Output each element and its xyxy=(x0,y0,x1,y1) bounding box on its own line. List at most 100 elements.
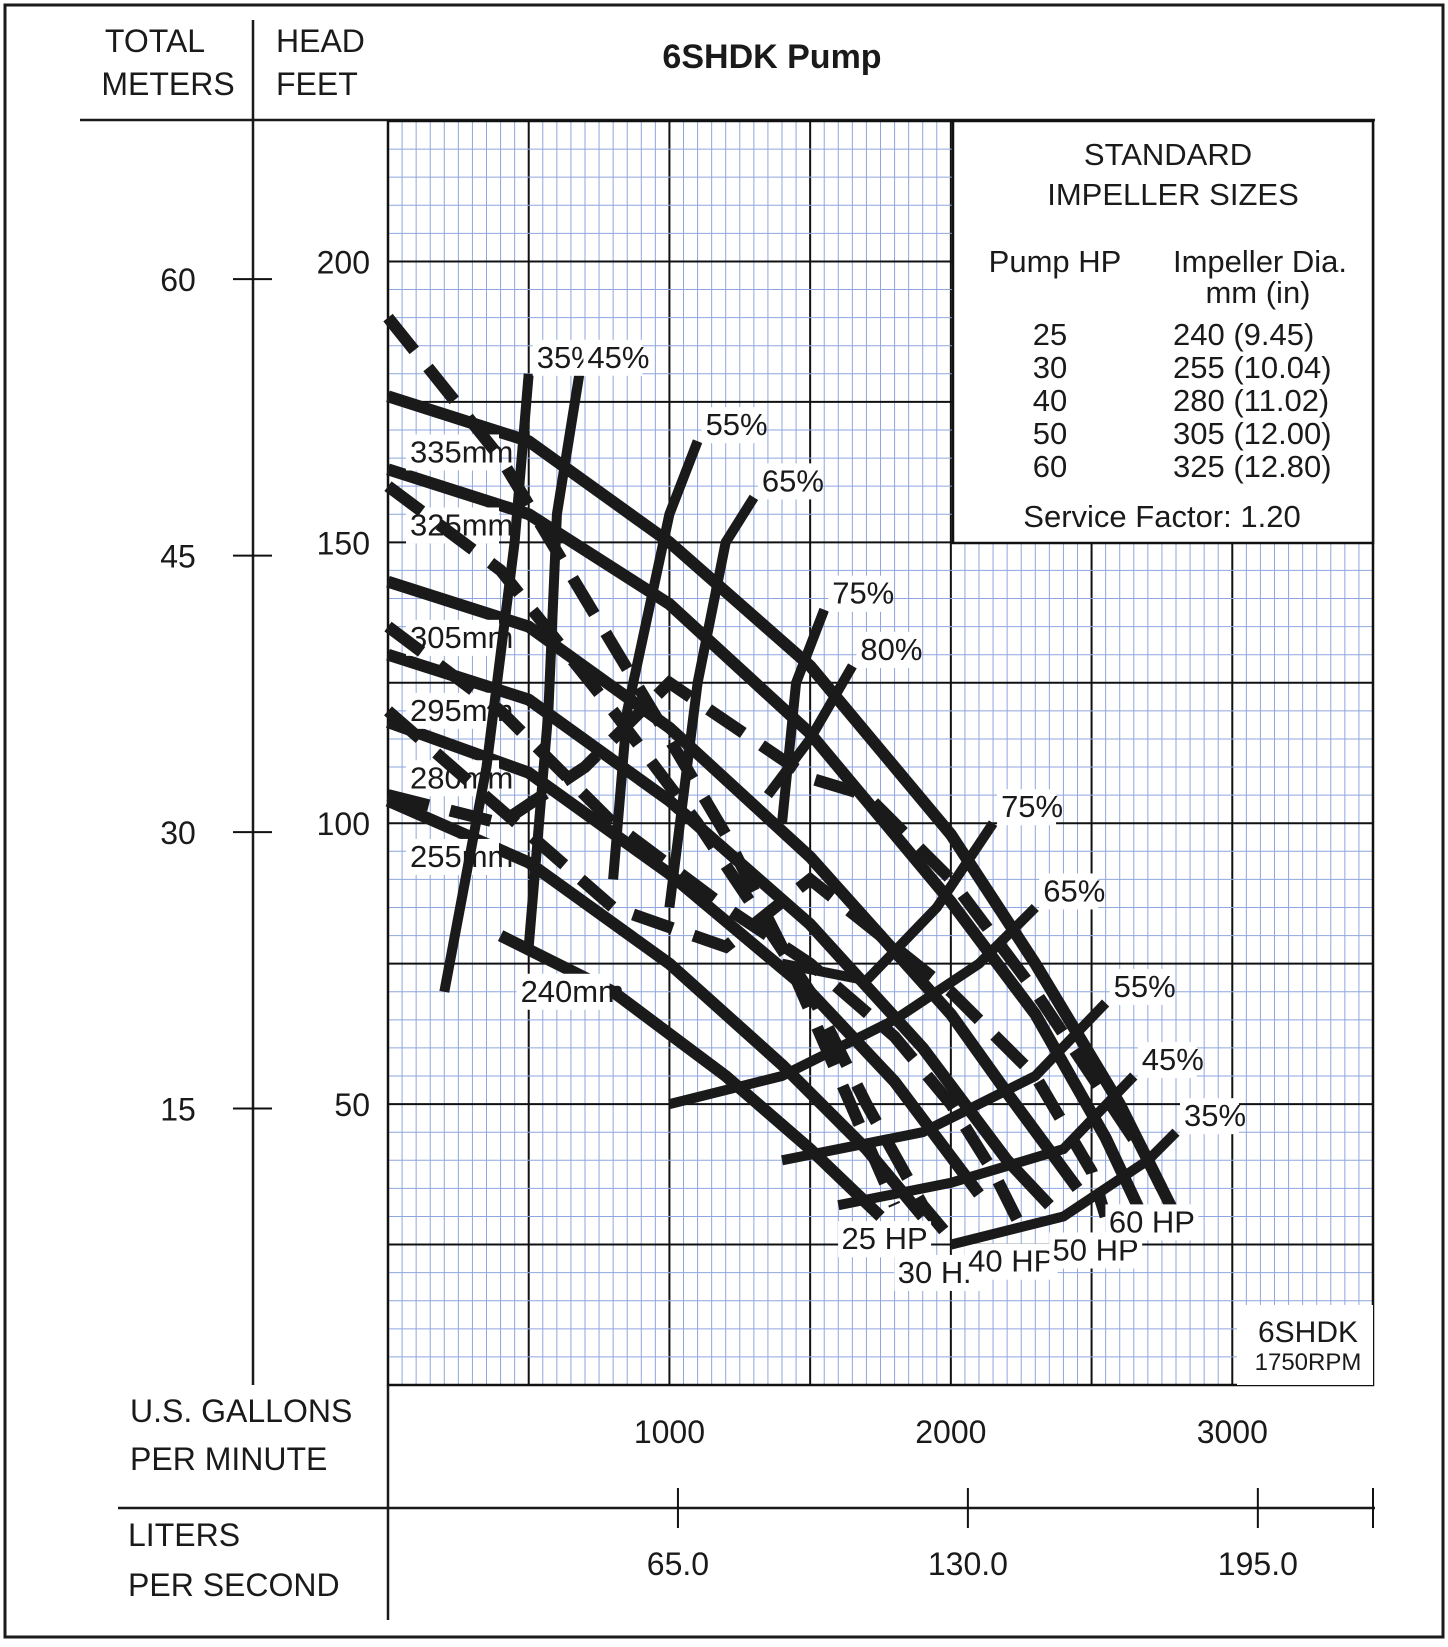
table-row-dia: 240 (9.45) xyxy=(1173,317,1314,352)
hp-60-HP-label: 60 HP xyxy=(1109,1204,1195,1239)
table-row-hp: 30 xyxy=(1033,350,1067,385)
efficiency-curve-10 xyxy=(949,1128,1180,1250)
efficiency-3-label-bg xyxy=(757,463,817,500)
meters-tick-label: 15 xyxy=(160,1092,196,1128)
service-factor: Service Factor: 1.20 xyxy=(1023,499,1300,534)
speed-label: 1750RPM xyxy=(1255,1349,1362,1376)
table-row-dia: 325 (12.80) xyxy=(1173,449,1332,484)
efficiency-curves: 35%45%55%65%75%80%75%65%55%45%35% xyxy=(439,339,1246,1250)
title: 6SHDK Pump xyxy=(662,38,881,76)
model-label-box xyxy=(1237,1305,1373,1385)
efficiency-8-label-bg xyxy=(1109,968,1169,1005)
table-title-1: STANDARD xyxy=(1084,137,1252,172)
x-axis-ticks: 1000 2000 3000 65.0 130.0 195.0 xyxy=(634,1414,1374,1582)
efficiency-4-label-bg xyxy=(828,575,888,612)
feet-axis-label-1: HEAD xyxy=(276,23,365,59)
feet-tick-label: 100 xyxy=(317,806,370,842)
impeller-255mm-label: 255mm xyxy=(410,839,513,874)
impeller-curve-335mm xyxy=(386,390,1182,1220)
hp-60-HP-label-bg xyxy=(1105,1204,1199,1241)
efficiency-2-label: 55% xyxy=(706,407,768,442)
table-row-hp: 25 xyxy=(1033,317,1067,352)
impeller-295mm-label-bg xyxy=(406,692,499,729)
table-row-dia: 305 (12.00) xyxy=(1173,416,1332,451)
plot-border xyxy=(386,119,1375,1387)
table-row-dia: 255 (10.04) xyxy=(1173,350,1332,385)
hp-curve-30-HP xyxy=(384,481,956,1243)
meters-tick-label: 60 xyxy=(160,262,196,298)
table-title-2: IMPELLER SIZES xyxy=(1047,177,1299,212)
efficiency-10-label: 35% xyxy=(1184,1098,1246,1133)
efficiency-5-label: 80% xyxy=(860,632,922,667)
efficiency-curve-2 xyxy=(608,439,703,880)
gpm-tick-label: 2000 xyxy=(915,1414,986,1450)
hp-25-HP-label: 25 HP xyxy=(841,1221,927,1256)
impeller-240mm-label: 240mm xyxy=(521,974,624,1009)
efficiency-6-label: 75% xyxy=(1001,789,1063,824)
gpm-label-2: PER MINUTE xyxy=(130,1441,327,1477)
efficiency-curve-8 xyxy=(781,999,1110,1166)
efficiency-curve-0 xyxy=(439,373,534,993)
feet-axis-label-2: FEET xyxy=(276,66,358,102)
impeller-305mm-label: 305mm xyxy=(410,620,513,655)
lps-tick-label: 195.0 xyxy=(1218,1546,1298,1582)
impeller-table-panel xyxy=(951,119,1375,545)
efficiency-curve-3 xyxy=(664,494,759,909)
table-col1-header: Pump HP xyxy=(989,244,1122,279)
lps-label-1: LITERS xyxy=(128,1517,240,1553)
efficiency-6-label-bg xyxy=(997,789,1057,826)
efficiency-8-label: 55% xyxy=(1114,969,1176,1004)
impeller-255mm-label-bg xyxy=(406,838,499,875)
meters-axis-label-1: TOTAL xyxy=(105,23,205,59)
meters-tick-label: 30 xyxy=(160,815,196,851)
hp-curve-50-HP xyxy=(384,706,1112,1219)
table-row-dia: 280 (11.02) xyxy=(1173,383,1329,418)
impeller-curve-295mm xyxy=(386,648,1054,1210)
lps-tick-label: 130.0 xyxy=(928,1546,1008,1582)
lps-label-2: PER SECOND xyxy=(128,1567,340,1603)
efficiency-3-label: 65% xyxy=(762,463,824,498)
efficiency-0-label-bg xyxy=(532,339,592,376)
gpm-label-1: U.S. GALLONS xyxy=(130,1393,352,1429)
efficiency-5-label-bg xyxy=(856,631,916,668)
impeller-curve-240mm xyxy=(497,930,885,1221)
efficiency-curve-6 xyxy=(781,820,998,986)
feet-tick-label: 50 xyxy=(334,1087,370,1123)
impeller-curve-280mm xyxy=(385,716,984,1198)
efficiency-curve-7 xyxy=(668,903,1039,1109)
meters-axis-label-2: METERS xyxy=(101,66,234,102)
efficiency-10-label-bg xyxy=(1180,1098,1239,1135)
impeller-335mm-label: 335mm xyxy=(410,434,513,469)
table-row-hp: 50 xyxy=(1033,416,1067,451)
efficiency-9-label: 45% xyxy=(1142,1042,1204,1077)
lps-tick-label: 65.0 xyxy=(647,1546,709,1582)
efficiency-4-label: 75% xyxy=(832,576,894,611)
efficiency-2-label-bg xyxy=(701,407,761,444)
gpm-tick-label: 3000 xyxy=(1197,1414,1268,1450)
efficiency-1-label: 45% xyxy=(587,340,649,375)
y-axis-ticks: 200 150 100 50 60 45 30 15 xyxy=(160,244,370,1127)
efficiency-7-label-bg xyxy=(1039,873,1099,910)
gpm-tick-label: 1000 xyxy=(634,1414,705,1450)
model-label: 6SHDK xyxy=(1258,1316,1358,1349)
meters-tick-label: 45 xyxy=(160,539,196,575)
hp-40-HP-label: 40 HP xyxy=(968,1244,1054,1279)
impeller-240mm-label-bg xyxy=(516,973,610,1010)
chart-frame xyxy=(3,3,1445,1639)
efficiency-curve-9 xyxy=(837,1072,1138,1211)
table-col2-header-2: mm (in) xyxy=(1205,275,1310,310)
efficiency-curve-5 xyxy=(763,663,857,799)
efficiency-7-label: 65% xyxy=(1043,873,1105,908)
table-row-hp: 60 xyxy=(1033,449,1067,484)
table-row-hp: 40 xyxy=(1033,383,1067,418)
efficiency-9-label-bg xyxy=(1137,1042,1197,1079)
hp-40-HP-label-bg xyxy=(964,1243,1058,1280)
impeller-table-rows: 25 240 (9.45) 30 255 (10.04) 40 280 (11.02) 50… xyxy=(1033,317,1332,484)
efficiency-curve-1 xyxy=(523,373,585,948)
efficiency-1-label-bg xyxy=(583,339,643,376)
feet-tick-label: 150 xyxy=(317,525,370,561)
feet-tick-label: 200 xyxy=(317,244,370,280)
hp-curve-40-HP xyxy=(384,621,1027,1231)
